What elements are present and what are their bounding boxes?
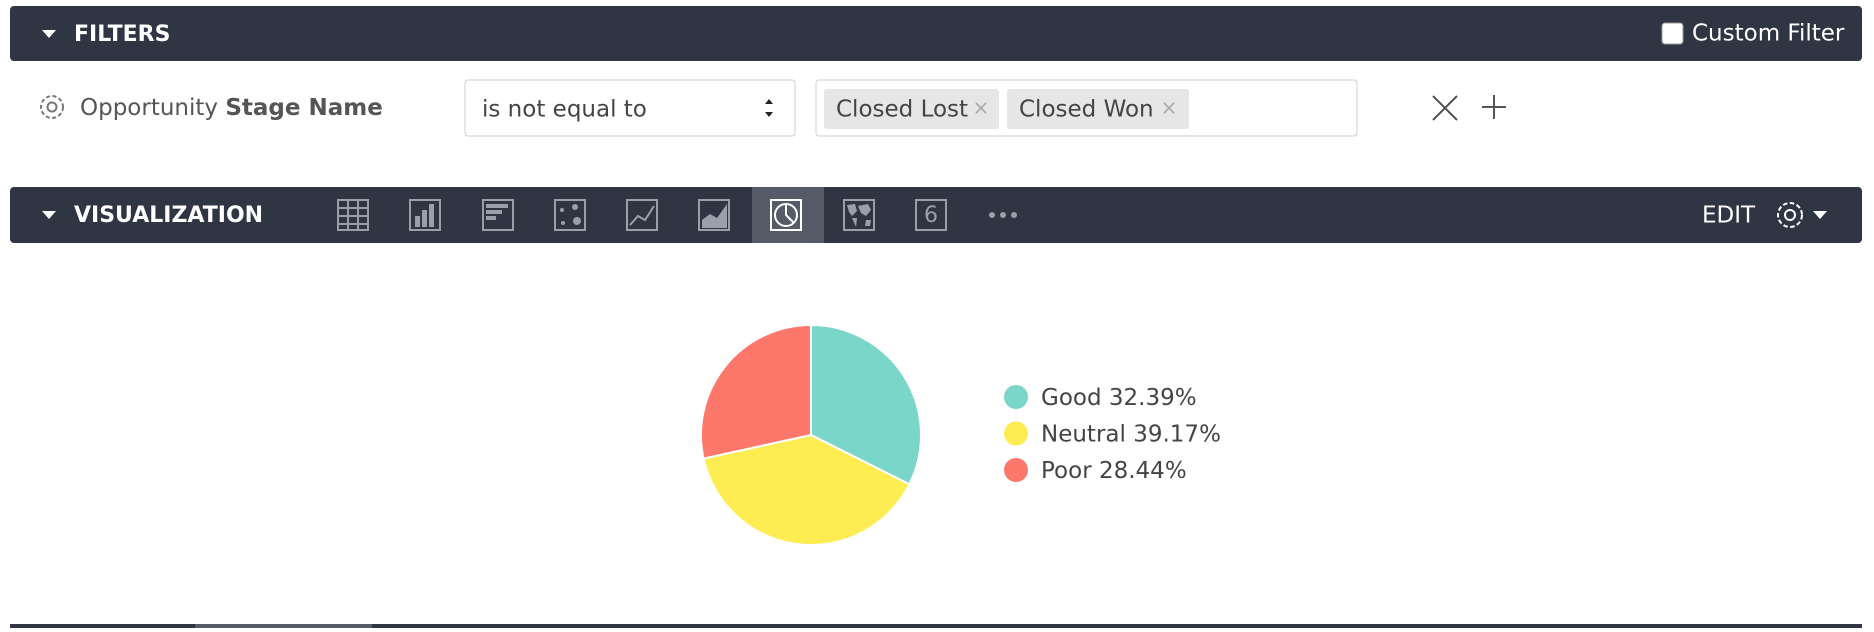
- gear-icon[interactable]: [40, 95, 64, 119]
- pie-slice: [700, 323, 812, 460]
- select-arrows: [765, 99, 773, 117]
- custom-filter-label[interactable]: Custom Filter: [1692, 21, 1845, 47]
- checkbox[interactable]: [1661, 22, 1684, 45]
- pie-icon[interactable]: [770, 199, 802, 231]
- table-icon[interactable]: [337, 199, 369, 231]
- visualization-bar: [10, 187, 1862, 243]
- legend-label: Good 32.39%: [1041, 385, 1197, 411]
- legend-marker: [1004, 458, 1028, 482]
- legend-name: Poor: [1041, 458, 1092, 484]
- tag-text: Closed Won: [1019, 97, 1154, 123]
- viz-icons: 6: [337, 187, 1017, 243]
- tag-remove[interactable]: ×: [1161, 96, 1178, 120]
- field-prefix: Opportunity: [80, 95, 218, 121]
- legend-marker: [1004, 385, 1028, 409]
- collapse-caret[interactable]: [42, 211, 56, 219]
- single-value-icon[interactable]: 6: [915, 199, 947, 231]
- operator-text: is not equal to: [482, 97, 647, 123]
- filters-bar: [10, 6, 1862, 61]
- legend-name: Neutral: [1041, 421, 1126, 447]
- bar-icon[interactable]: [482, 199, 514, 231]
- pie-chart: Good 32.39% Neutral 39.17% Poor 28.44%: [700, 323, 1221, 546]
- pie-slice: [810, 323, 922, 486]
- line-icon[interactable]: [626, 199, 658, 231]
- map-icon[interactable]: [843, 199, 875, 231]
- pie-slice: [702, 433, 911, 546]
- scatter-icon[interactable]: [554, 199, 586, 231]
- bottom-bar: [10, 624, 1862, 630]
- edit-button[interactable]: EDIT: [1702, 203, 1756, 229]
- tag: [1007, 89, 1189, 129]
- active-tab: [752, 187, 824, 243]
- legend-value: 32.39%: [1109, 385, 1197, 411]
- area-icon[interactable]: [698, 199, 730, 231]
- single-value-text: 6: [924, 203, 938, 228]
- bottom-tab: [195, 624, 372, 630]
- legend-label: Neutral 39.17%: [1041, 421, 1221, 447]
- column-icon[interactable]: [409, 199, 441, 231]
- legend-value: 28.44%: [1099, 458, 1187, 484]
- remove-filter[interactable]: [1432, 95, 1458, 121]
- operator-select[interactable]: [464, 79, 796, 137]
- visualization-title: VISUALIZATION: [74, 203, 263, 228]
- collapse-caret[interactable]: [42, 30, 56, 38]
- legend-name: Good: [1041, 385, 1102, 411]
- tag-text: Closed Lost: [836, 97, 968, 123]
- more-icon[interactable]: [989, 212, 1017, 218]
- filters-title: FILTERS: [74, 22, 170, 47]
- filter-field: Opportunity Stage Name: [80, 95, 383, 121]
- field-name: Stage Name: [225, 95, 383, 121]
- add-filter[interactable]: [1482, 95, 1506, 119]
- legend-label: Poor 28.44%: [1041, 458, 1187, 484]
- legend-marker: [1004, 421, 1028, 446]
- legend-value: 39.17%: [1133, 421, 1221, 447]
- settings-menu[interactable]: [1777, 202, 1827, 228]
- tag: [824, 89, 999, 129]
- tag-remove[interactable]: ×: [973, 96, 990, 120]
